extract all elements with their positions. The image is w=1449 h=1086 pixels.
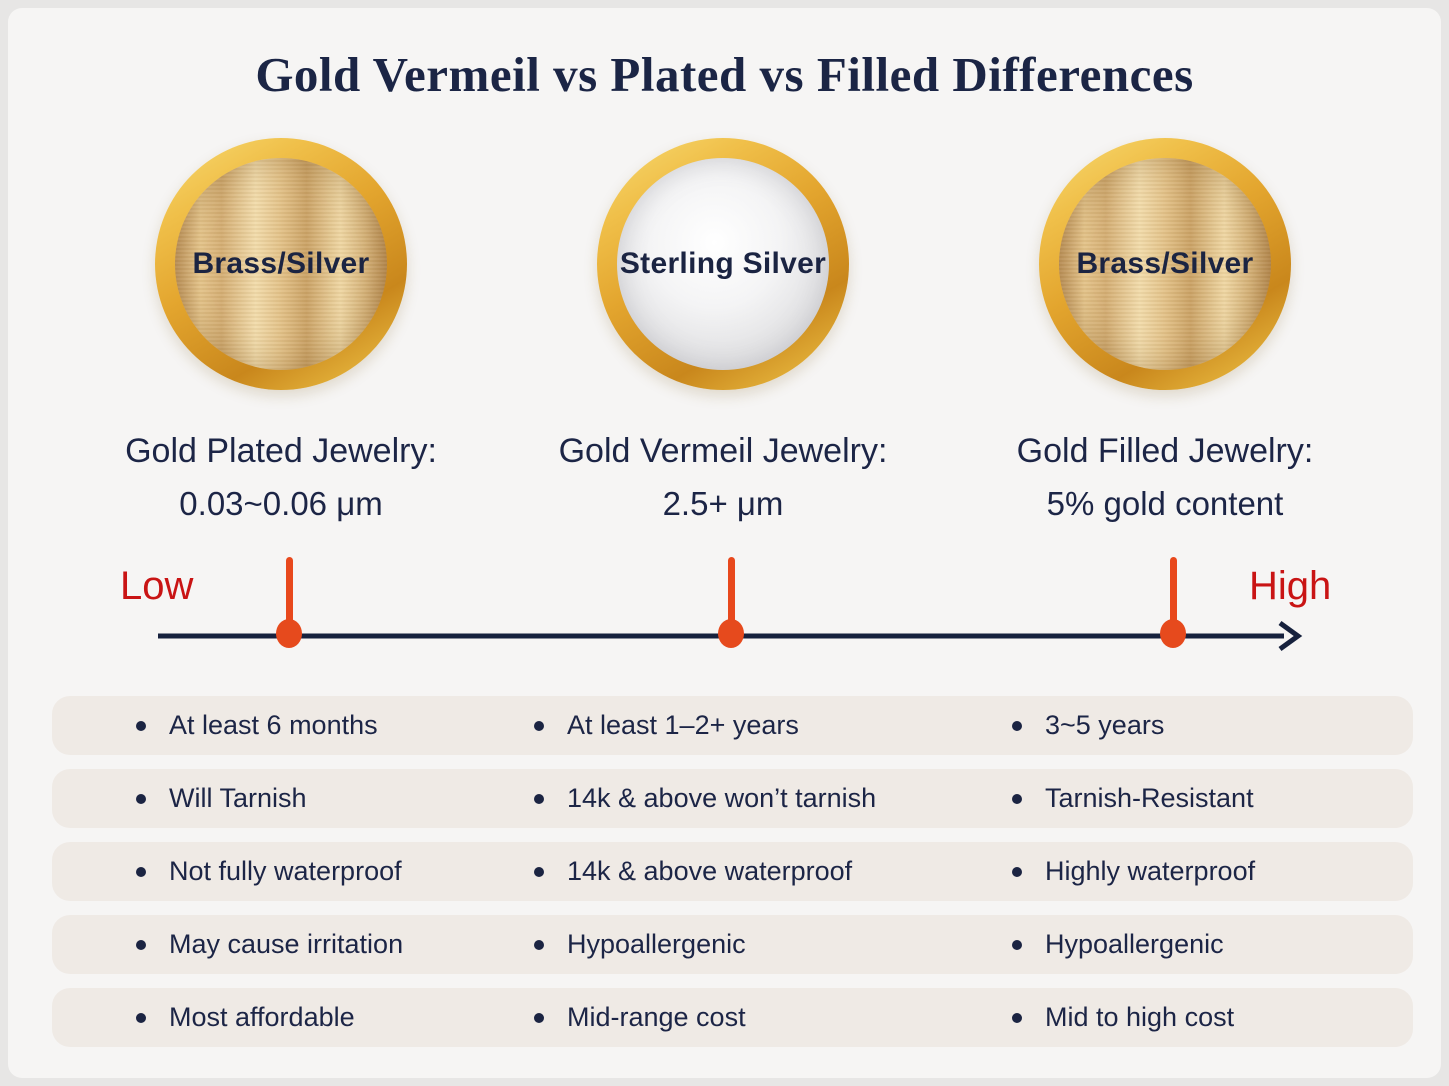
feature-text: 14k & above won’t tarnish (567, 783, 877, 813)
gold-coin-icon: Brass/Silver (155, 138, 407, 390)
pin-stem (1169, 557, 1177, 627)
bullet-icon (1012, 793, 1022, 804)
coin-material-label: Sterling Silver (619, 247, 827, 280)
feature-row-duration: At least 6 months At least 1–2+ years 3~… (52, 696, 1413, 755)
feature-text: Will Tarnish (169, 783, 307, 813)
infographic-canvas: Gold Vermeil vs Plated vs Filled Differe… (8, 8, 1441, 1078)
pin-dot (1160, 619, 1186, 648)
coin-face: Brass/Silver (175, 158, 387, 370)
marker-pin-high (1160, 557, 1186, 652)
gold-thickness-value: 2.5+ μm (662, 485, 784, 522)
feature-row-allergy: May cause irritation Hypoallergenic Hypo… (52, 915, 1413, 974)
bullet-icon (534, 939, 544, 950)
feature-cell: 14k & above waterproof (534, 842, 852, 901)
feature-text: Tarnish-Resistant (1045, 783, 1254, 813)
feature-cell: Will Tarnish (136, 769, 307, 828)
feature-cell: 3~5 years (1012, 696, 1164, 755)
pin-dot (718, 619, 744, 648)
coin-face: Sterling Silver (617, 158, 829, 370)
feature-row-tarnish: Will Tarnish 14k & above won’t tarnish T… (52, 769, 1413, 828)
feature-cell: Most affordable (136, 988, 355, 1047)
page-title: Gold Vermeil vs Plated vs Filled Differe… (255, 47, 1194, 102)
bullet-icon (136, 793, 146, 804)
scale-axis-arrow (158, 620, 1303, 652)
feature-cell: Tarnish-Resistant (1012, 769, 1254, 828)
bullet-icon (534, 866, 544, 877)
bullet-icon (534, 1012, 544, 1023)
gold-thickness-value: 0.03~0.06 μm (179, 485, 383, 522)
feature-cell: Hypoallergenic (534, 915, 746, 974)
bullet-icon (136, 1012, 146, 1023)
coin-face: Brass/Silver (1059, 158, 1271, 370)
feature-text: 3~5 years (1045, 710, 1165, 740)
bullet-icon (534, 793, 544, 804)
feature-cell: Mid-range cost (534, 988, 746, 1047)
feature-cell: At least 6 months (136, 696, 378, 755)
feature-text: 14k & above waterproof (567, 856, 853, 886)
bullet-icon (136, 866, 146, 877)
feature-text: Highly waterproof (1045, 856, 1256, 886)
bullet-icon (1012, 939, 1022, 950)
feature-cell: Not fully waterproof (136, 842, 402, 901)
feature-text: May cause irritation (169, 929, 404, 959)
marker-pin-low (276, 557, 302, 652)
feature-cell: 14k & above won’t tarnish (534, 769, 876, 828)
bullet-icon (136, 939, 146, 950)
column-gold-plated: Brass/Silver Gold Plated Jewelry: 0.03~0… (61, 138, 501, 523)
jewelry-type-label: Gold Plated Jewelry: (125, 432, 437, 470)
feature-cell: May cause irritation (136, 915, 403, 974)
bullet-icon (1012, 1012, 1022, 1023)
feature-cell: Highly waterproof (1012, 842, 1255, 901)
silver-coin-icon: Sterling Silver (597, 138, 849, 390)
scale-low-label: Low (120, 564, 194, 608)
pin-stem (727, 557, 735, 627)
feature-text: At least 1–2+ years (567, 710, 799, 740)
feature-text: Mid-range cost (567, 1002, 746, 1032)
coin-material-label: Brass/Silver (1076, 247, 1254, 280)
marker-pin-mid (718, 557, 744, 652)
coin-material-label: Brass/Silver (192, 247, 370, 280)
gold-coin-icon: Brass/Silver (1039, 138, 1291, 390)
feature-cell: Hypoallergenic (1012, 915, 1224, 974)
column-gold-filled: Brass/Silver Gold Filled Jewelry: 5% gol… (945, 138, 1385, 523)
bullet-icon (534, 720, 544, 731)
feature-text: Hypoallergenic (567, 929, 746, 959)
jewelry-type-label: Gold Filled Jewelry: (1016, 432, 1314, 470)
feature-text: Not fully waterproof (169, 856, 402, 886)
column-gold-vermeil: Sterling Silver Gold Vermeil Jewelry: 2.… (503, 138, 943, 523)
feature-row-cost: Most affordable Mid-range cost Mid to hi… (52, 988, 1413, 1047)
feature-row-waterproof: Not fully waterproof 14k & above waterpr… (52, 842, 1413, 901)
feature-text: Mid to high cost (1045, 1002, 1235, 1032)
feature-cell: Mid to high cost (1012, 988, 1234, 1047)
feature-text: Hypoallergenic (1045, 929, 1224, 959)
bullet-icon (1012, 720, 1022, 731)
feature-cell: At least 1–2+ years (534, 696, 799, 755)
jewelry-type-label: Gold Vermeil Jewelry: (558, 432, 888, 470)
scale-high-label: High (1249, 564, 1332, 608)
bullet-icon (1012, 866, 1022, 877)
gold-content-value: 5% gold content (1046, 485, 1284, 522)
pin-dot (276, 619, 302, 648)
pin-stem (285, 557, 293, 627)
feature-text: Most affordable (169, 1002, 355, 1032)
feature-text: At least 6 months (169, 710, 378, 740)
bullet-icon (136, 720, 146, 731)
